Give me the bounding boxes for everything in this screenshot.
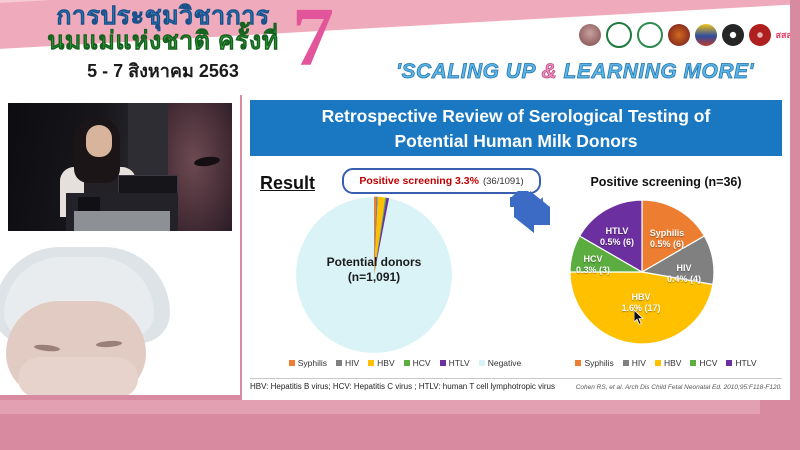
positive-screening-callout: Positive screening 3.3% (36/1091) — [342, 168, 541, 194]
legend-item-hbv[interactable]: HBV — [368, 358, 395, 368]
pie-slice-htlv — [374, 197, 390, 275]
tagline-ampersand: & — [541, 60, 558, 84]
tagline-part2: LEARNING MORE' — [557, 60, 755, 84]
legend-swatch-hcv — [690, 360, 697, 366]
citation: Cohen RS, et al. Arch Dis Child Fetal Ne… — [575, 384, 782, 391]
legend-label-negative: Negative — [487, 358, 522, 368]
center-label-line2: (n=1,091) — [347, 270, 401, 284]
center-label-line1: Potential donors — [326, 255, 422, 269]
legend-swatch-syphilis — [575, 360, 582, 366]
legend-label-syphilis: Syphilis — [584, 358, 614, 368]
callout-main-text: Positive screening 3.3% — [359, 175, 479, 187]
legend-item-syphilis[interactable]: Syphilis — [575, 358, 614, 368]
logo-green-medical-1-icon — [605, 22, 632, 48]
legend-swatch-htlv — [726, 360, 733, 366]
speaker-video-feed[interactable] — [8, 103, 232, 231]
right-chart-heading: Positive screening (n=36) — [590, 175, 742, 189]
legend-swatch-htlv — [439, 360, 446, 366]
logo-thaihealth-text: สสส — [775, 29, 792, 40]
legend-item-hiv[interactable]: HIV — [622, 358, 646, 368]
positive-screening-pie-chart — [569, 199, 715, 345]
legend-item-hcv[interactable]: HCV — [403, 358, 431, 368]
pie-slice-syphilis — [374, 196, 377, 275]
legend-swatch-hbv — [368, 360, 375, 366]
baby-photo — [0, 241, 240, 395]
legend-label-hbv: HBV — [377, 358, 395, 368]
slide-footer: HBV: Hepatitis B virus; HCV: Hepatitis C… — [250, 378, 782, 391]
tagline-part1: 'SCALING UP — [395, 60, 542, 84]
legend-item-hbv[interactable]: HBV — [654, 358, 682, 368]
edition-number: 7 — [292, 0, 334, 84]
podium-base — [74, 211, 170, 231]
thai-title-line1: การประชุมวิชาการ — [56, 2, 270, 30]
left-media-column — [0, 95, 240, 395]
bottom-band-highlight — [0, 400, 760, 414]
baby-cheeks — [18, 357, 138, 395]
conference-date: 5 - 7 สิงหาคม 2563 — [87, 61, 239, 81]
legend-swatch-hiv — [336, 360, 342, 366]
callout-sub-text: (36/1091) — [482, 175, 524, 187]
pie-slice-hbv[interactable] — [569, 271, 714, 345]
logo-ministry-icon — [694, 24, 717, 46]
legend-label-htlv: HTLV — [735, 358, 757, 368]
legend-label-hiv: HIV — [345, 358, 360, 368]
legend-item-htlv[interactable]: HTLV — [439, 358, 470, 368]
video-baby-overlay — [168, 103, 232, 231]
logo-red-seal-icon — [748, 24, 771, 46]
legend-swatch-hbv — [654, 360, 661, 366]
pie-slice-hcv — [374, 197, 387, 275]
legend-swatch-hcv — [403, 360, 410, 366]
logo-green-medical-2-icon — [636, 22, 663, 48]
bottom-pink-band — [0, 400, 800, 450]
thai-title-line2: นมแม่แห่งชาติ ครั้งที่ — [47, 27, 279, 55]
legend-label-hcv: HCV — [699, 358, 718, 368]
pie-slice-hiv — [374, 196, 378, 275]
conference-tagline: 'SCALING UP & LEARNING MORE' — [360, 60, 790, 84]
all-donors-legend: Syphilis HIV HBV HCV HTLV Negative — [260, 358, 550, 368]
legend-item-hcv[interactable]: HCV — [690, 358, 717, 368]
legend-label-hcv: HCV — [412, 358, 431, 368]
legend-item-htlv[interactable]: HTLV — [726, 358, 757, 368]
legend-label-hiv: HIV — [631, 358, 646, 368]
result-label: Result — [260, 173, 316, 193]
flow-arrow-icon — [508, 185, 556, 237]
pie-slice-syphilis[interactable] — [641, 199, 706, 274]
pie-slice-htlv[interactable] — [578, 199, 643, 274]
legend-swatch-syphilis — [288, 360, 295, 366]
abbreviation-note: HBV: Hepatitis B virus; HCV: Hepatitis C… — [250, 382, 555, 391]
slide-title: Retrospective Review of Serological Test… — [250, 100, 782, 156]
legend-label-hbv: HBV — [663, 358, 682, 368]
legend-swatch-negative — [478, 360, 485, 366]
logo-buddha-icon — [578, 24, 601, 46]
legend-label-syphilis: Syphilis — [297, 358, 327, 368]
legend-item-hiv[interactable]: HIV — [336, 358, 359, 368]
speaker-face — [86, 125, 112, 157]
legend-item-syphilis[interactable]: Syphilis — [288, 358, 327, 368]
logo-black-seal-icon — [721, 24, 744, 46]
slide-title-line2: Potential Human Milk Donors — [394, 131, 638, 151]
legend-label-htlv: HTLV — [448, 358, 470, 368]
positive-screening-legend: Syphilis HIV HBV HCV HTLV — [542, 358, 790, 368]
logo-royal-emblem-icon — [667, 24, 690, 46]
sponsor-logos: สสส — [578, 22, 792, 48]
right-pink-strip — [790, 0, 800, 450]
conference-thai-title: การประชุมวิชาการ นมแม่แห่งชาติ ครั้งที่ … — [18, 2, 308, 85]
podium-panel — [78, 197, 100, 215]
all-donors-center-label: Potential donors (n=1,091) — [294, 255, 454, 285]
all-donors-pie-chart — [295, 196, 453, 354]
legend-item-negative[interactable]: Negative — [478, 358, 522, 368]
legend-swatch-hiv — [622, 360, 629, 366]
conference-banner: การประชุมวิชาการ นมแม่แห่งชาติ ครั้งที่ … — [0, 0, 800, 95]
slide-content: Retrospective Review of Serological Test… — [242, 95, 790, 400]
slide-title-line1: Retrospective Review of Serological Test… — [321, 106, 711, 126]
pie-slice-hbv — [374, 196, 386, 275]
